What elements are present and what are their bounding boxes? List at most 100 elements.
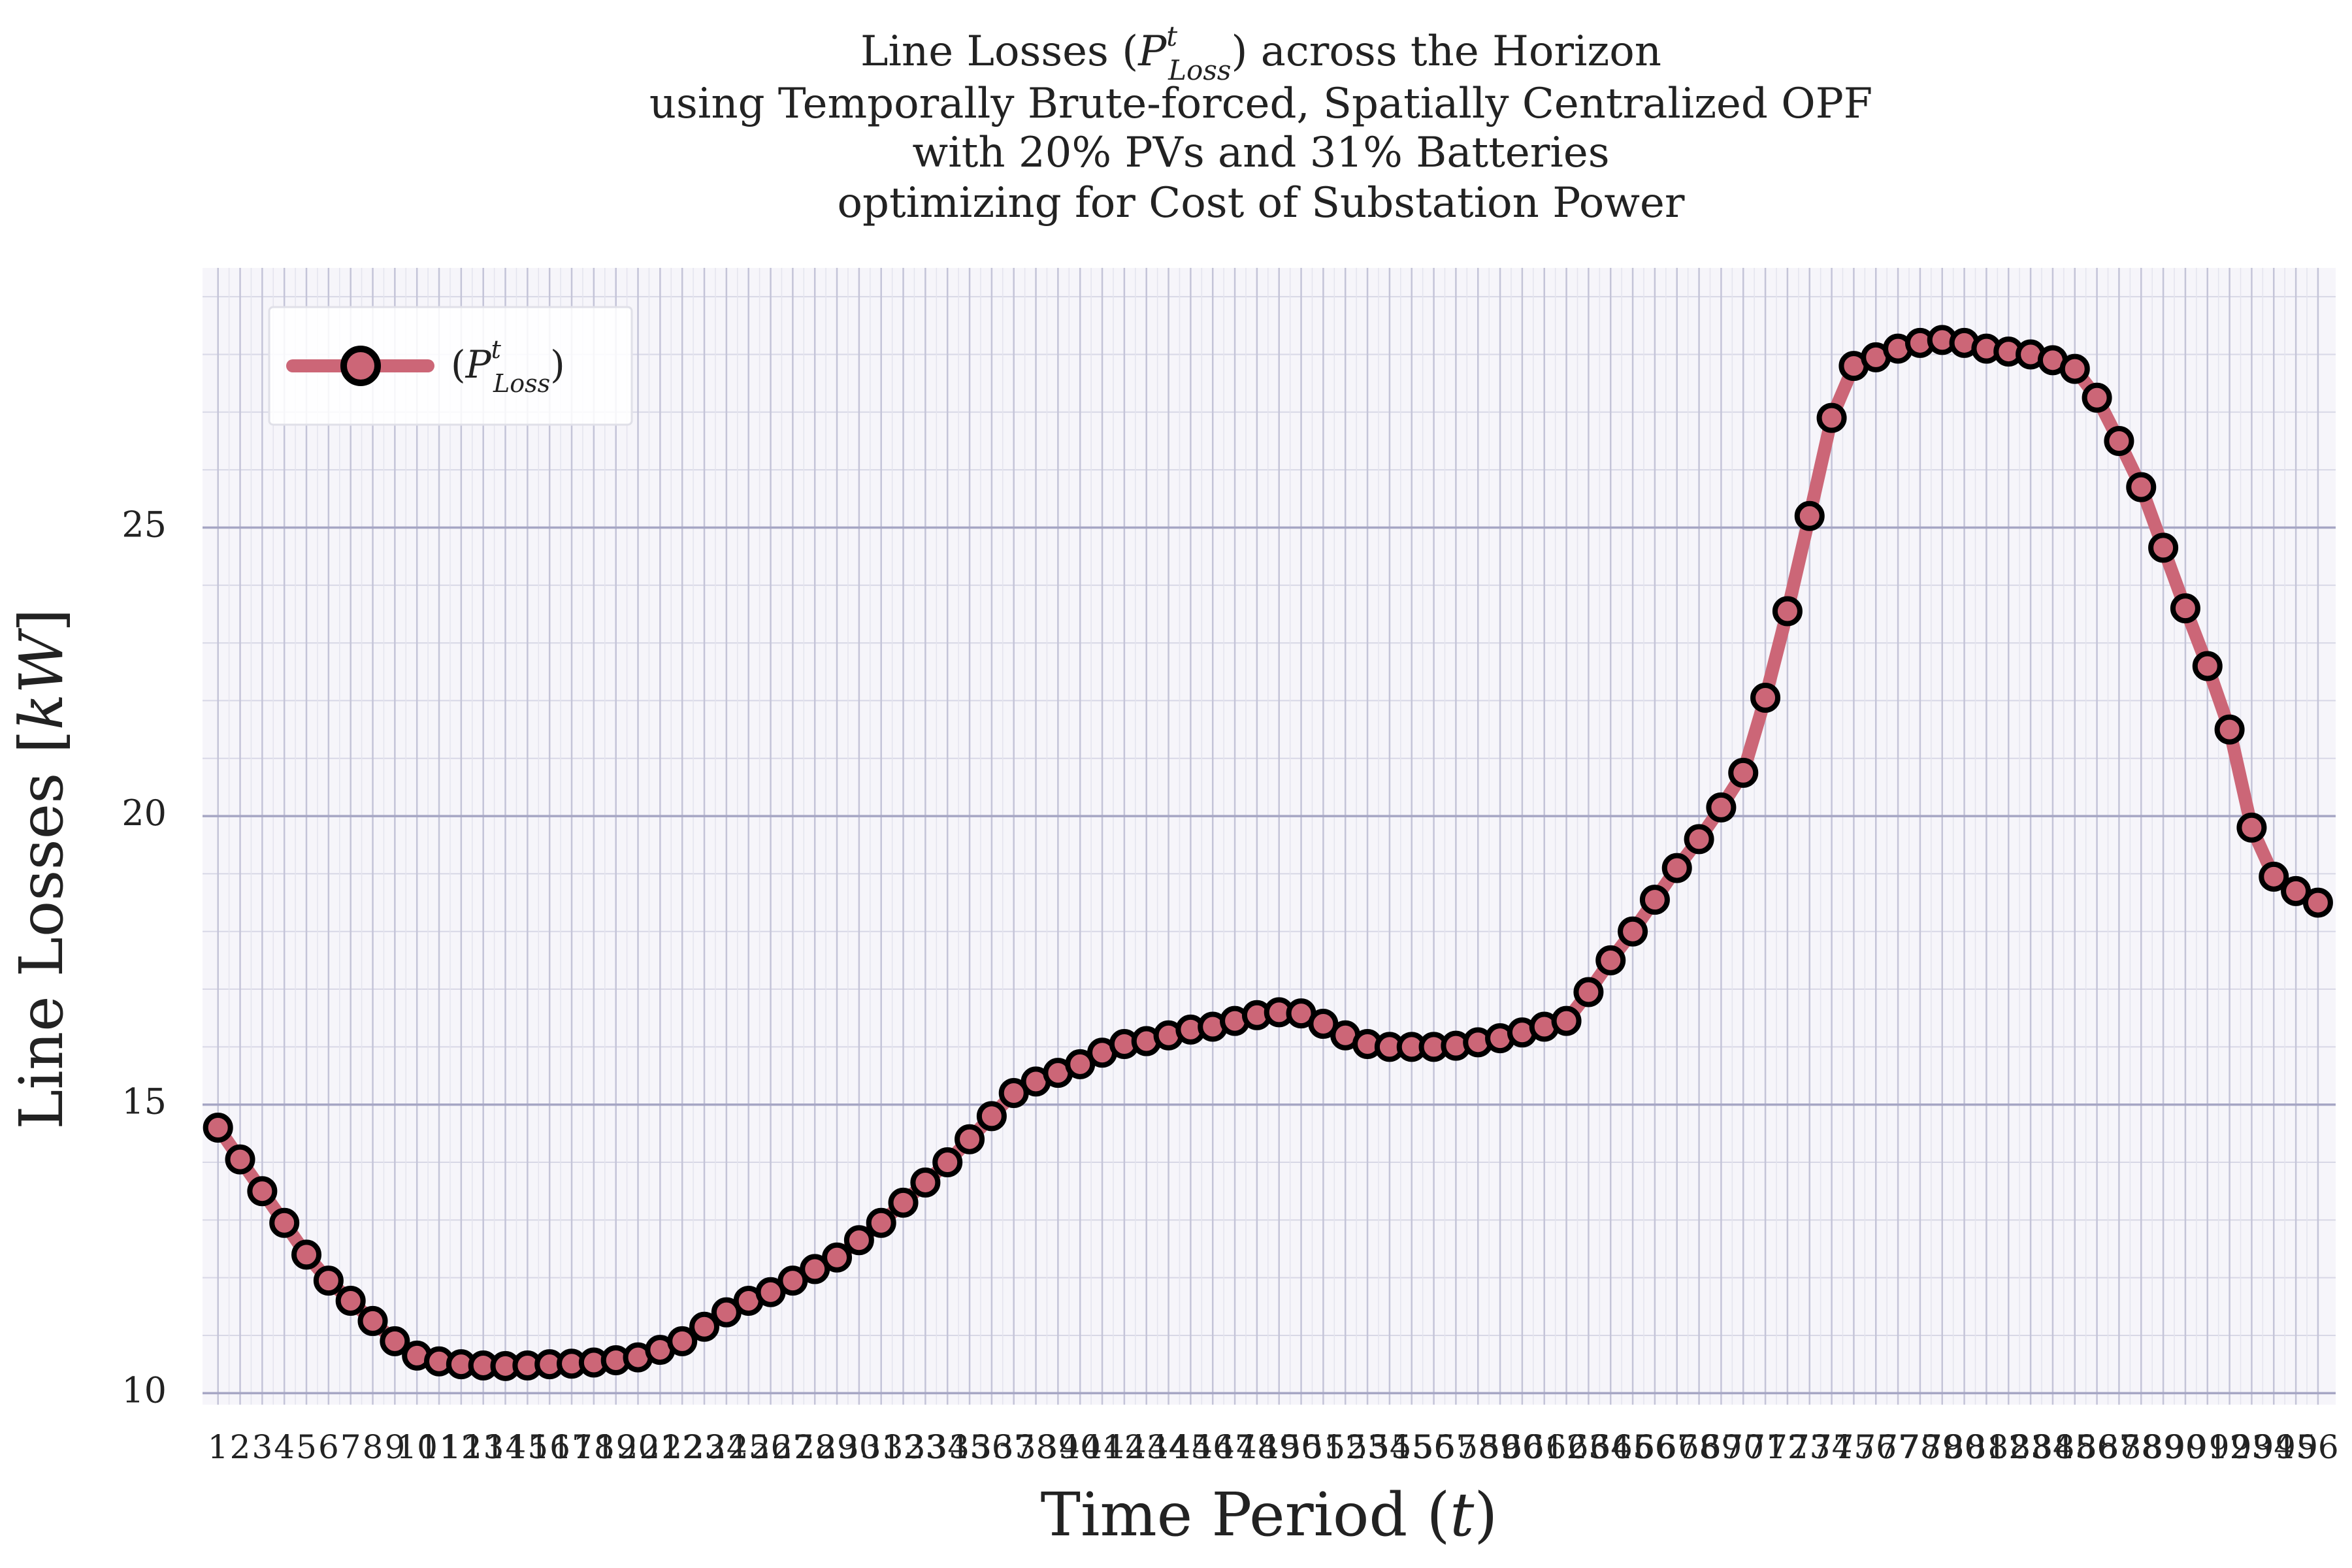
data-point [1794, 500, 1825, 531]
x-tick-label: 91 [2187, 1428, 2229, 1466]
x-tick-label: 17 [551, 1428, 593, 1466]
major-gridlines [203, 526, 2336, 1395]
y-tick-label: 15 [122, 1081, 167, 1122]
data-point [2126, 472, 2157, 502]
x-tick-label: 36 [971, 1428, 1013, 1466]
x-tick-label: 93 [2231, 1428, 2273, 1466]
data-point [2236, 812, 2267, 843]
title-line-4: optimizing for Cost of Substation Power [838, 179, 1685, 227]
data-point [1684, 824, 1714, 855]
plot-area [203, 268, 2336, 1405]
y-axis-label: Line Losses [kW] [7, 608, 76, 1129]
x-tick-label: 49 [1258, 1428, 1300, 1466]
x-tick-label: 85 [2054, 1428, 2096, 1466]
x-tick-label: 47 [1214, 1428, 1256, 1466]
x-tick-label: 87 [2099, 1428, 2140, 1466]
data-point [2170, 593, 2200, 624]
x-tick-label: 3 [252, 1428, 272, 1466]
x-tick-label: 30 [838, 1428, 880, 1466]
x-tick-labels: 1 2 3 4 5 6 7 8 91011121314151617181920212223242… [208, 1428, 2339, 1466]
x-tick-label: 37 [993, 1428, 1035, 1466]
x-tick-label: 77 [1877, 1428, 1919, 1466]
x-tick-label: 80 [1944, 1428, 1985, 1466]
data-point [976, 1101, 1007, 1132]
legend-label: (Pt Loss) [451, 335, 565, 398]
x-tick-label: 5 [296, 1428, 317, 1466]
data-point [2281, 875, 2311, 906]
x-tick-label: 24 [706, 1428, 747, 1466]
x-tick-label: 84 [2032, 1428, 2074, 1466]
x-axis-label: Time Period (t) [1041, 1480, 1498, 1550]
x-tick-label: 83 [2010, 1428, 2051, 1466]
x-tick-label: 11 [418, 1428, 460, 1466]
x-tick-label: 94 [2253, 1428, 2295, 1466]
x-tick-label: 48 [1236, 1428, 1278, 1466]
x-tick-label: 38 [1015, 1428, 1057, 1466]
data-point [1551, 1005, 1582, 1036]
x-tick-label: 81 [1966, 1428, 2008, 1466]
x-tick-label: 13 [463, 1428, 504, 1466]
data-point [335, 1286, 366, 1316]
data-point [1573, 977, 1604, 1007]
data-point [888, 1187, 919, 1218]
x-tick-label: 57 [1435, 1428, 1477, 1466]
x-tick-label: 32 [883, 1428, 924, 1466]
data-point [2192, 651, 2223, 681]
x-tick-label: 90 [2164, 1428, 2206, 1466]
data-point [1595, 945, 1626, 975]
x-tick-label: 70 [1722, 1428, 1764, 1466]
data-point [866, 1207, 896, 1238]
x-tick-label: 61 [1524, 1428, 1565, 1466]
x-tick-label: 21 [640, 1428, 681, 1466]
x-tick-label: 96 [2297, 1428, 2339, 1466]
x-tick-label: 78 [1899, 1428, 1941, 1466]
x-tick-label: 59 [1479, 1428, 1521, 1466]
data-point [1618, 916, 1648, 947]
title-line-3: with 20% PVs and 31% Batteries [912, 129, 1609, 177]
x-tick-label: 18 [573, 1428, 615, 1466]
x-tick-label: 89 [2142, 1428, 2184, 1466]
x-tick-label: 50 [1281, 1428, 1322, 1466]
x-tick-label: 26 [750, 1428, 792, 1466]
title-line-1: Line Losses (Pt Loss) across the Horizon [860, 20, 1661, 86]
x-tick-label: 16 [529, 1428, 570, 1466]
x-tick-label: 92 [2209, 1428, 2251, 1466]
x-tick-label: 86 [2076, 1428, 2118, 1466]
y-tick-label: 25 [122, 504, 167, 545]
data-point [269, 1207, 300, 1238]
x-tick-label: 79 [1921, 1428, 1963, 1466]
x-tick-label: 33 [905, 1428, 947, 1466]
x-tick-label: 66 [1634, 1428, 1676, 1466]
x-tick-label: 15 [507, 1428, 549, 1466]
data-point [313, 1266, 344, 1296]
x-tick-label: 46 [1192, 1428, 1233, 1466]
x-tick-label: 14 [485, 1428, 527, 1466]
data-point [247, 1176, 278, 1207]
x-tick-label: 42 [1103, 1428, 1145, 1466]
data-point [955, 1124, 985, 1154]
data-point [667, 1326, 698, 1356]
x-tick-label: 64 [1590, 1428, 1631, 1466]
x-tick-label: 12 [440, 1428, 482, 1466]
x-tick-label: 45 [1170, 1428, 1212, 1466]
x-tick-label: 44 [1148, 1428, 1190, 1466]
data-point [380, 1326, 410, 1356]
x-tick-label: 19 [595, 1428, 637, 1466]
x-tick-label: 76 [1855, 1428, 1897, 1466]
data-point [910, 1167, 941, 1198]
x-tick-label: 27 [772, 1428, 814, 1466]
title-line-2: using Temporally Brute-forced, Spatially… [649, 80, 1872, 128]
data-point [1639, 885, 1670, 915]
chart-title: Line Losses (Pt Loss) across the Horizon … [649, 20, 1872, 227]
x-tick-label: 6 [318, 1428, 339, 1466]
x-tick-label: 71 [1744, 1428, 1786, 1466]
data-point [1661, 853, 1692, 883]
x-tick-label: 72 [1767, 1428, 1808, 1466]
x-tick-label: 1 [208, 1428, 229, 1466]
data-point [1706, 792, 1737, 823]
legend: (Pt Loss) [268, 306, 633, 426]
data-point [2214, 714, 2245, 745]
legend-marker-swatch [340, 346, 381, 386]
data-point [755, 1277, 786, 1307]
data-point [2059, 353, 2090, 384]
